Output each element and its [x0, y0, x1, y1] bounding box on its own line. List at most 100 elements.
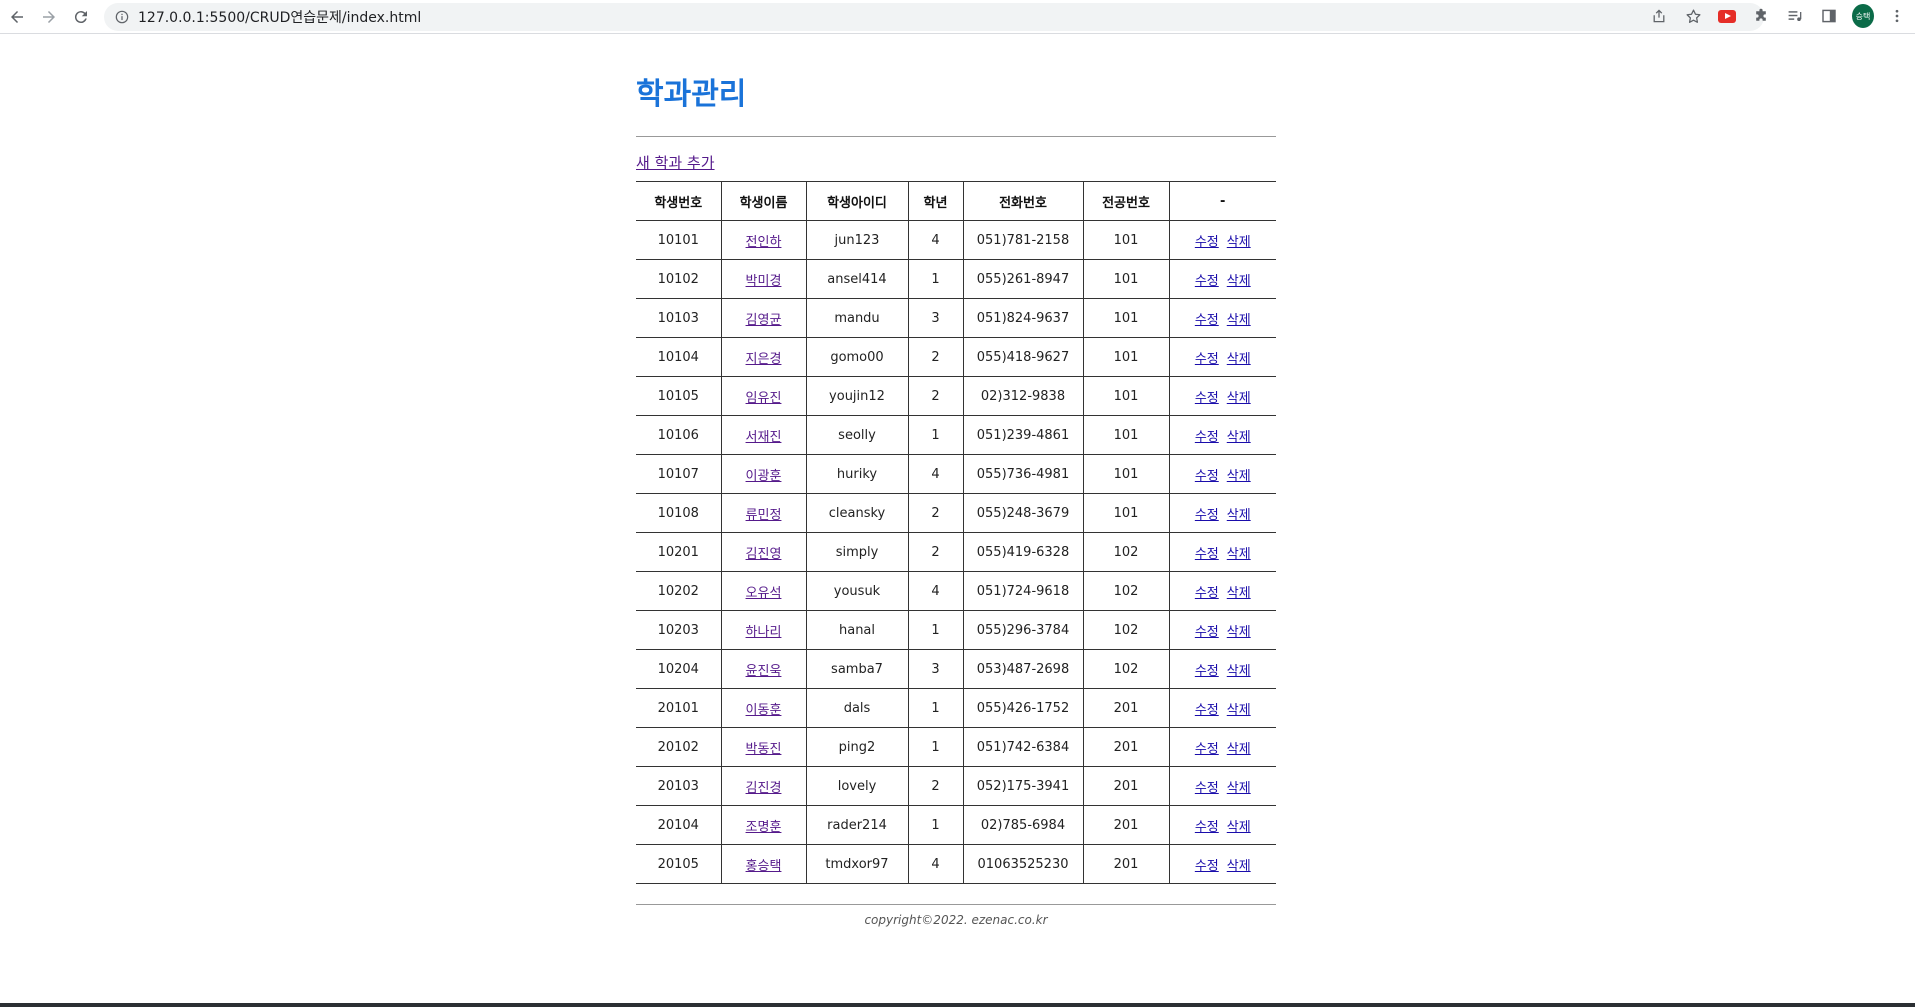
- delete-link[interactable]: 삭제: [1226, 546, 1251, 562]
- student-name-link[interactable]: 이광훈: [745, 468, 782, 484]
- actions-cell: 수정 삭제: [1168, 649, 1276, 689]
- student-name-cell: 하나리: [720, 610, 806, 650]
- student-name-link[interactable]: 김진경: [745, 780, 782, 796]
- grade-cell: 2: [907, 532, 963, 572]
- delete-link[interactable]: 삭제: [1226, 819, 1251, 835]
- delete-link[interactable]: 삭제: [1226, 273, 1251, 289]
- student-name-link[interactable]: 서재진: [745, 429, 782, 445]
- student-name-link[interactable]: 이동훈: [745, 702, 782, 718]
- delete-link[interactable]: 삭제: [1226, 741, 1251, 757]
- reload-icon[interactable]: [66, 2, 96, 32]
- student-name-link[interactable]: 오유석: [745, 585, 782, 601]
- star-icon[interactable]: [1682, 4, 1704, 28]
- phone-cell: 01063525230: [962, 844, 1083, 884]
- student-name-cell: 류민정: [720, 493, 806, 533]
- major-number-cell: 101: [1082, 220, 1169, 260]
- edit-link[interactable]: 수정: [1194, 312, 1219, 328]
- delete-link[interactable]: 삭제: [1226, 702, 1251, 718]
- student-id-cell: tmdxor97: [805, 844, 908, 884]
- student-id-cell: ping2: [805, 727, 908, 767]
- toolbar-actions: 승택: [1648, 4, 1908, 28]
- student-number-cell: 10104: [636, 337, 721, 377]
- back-arrow-icon[interactable]: [2, 2, 32, 32]
- actions-cell: 수정 삭제: [1168, 454, 1276, 494]
- delete-link[interactable]: 삭제: [1226, 351, 1251, 367]
- actions-cell: 수정 삭제: [1168, 532, 1276, 572]
- student-name-link[interactable]: 김진영: [745, 546, 782, 562]
- delete-link[interactable]: 삭제: [1226, 429, 1251, 445]
- student-number-cell: 20104: [636, 805, 721, 845]
- info-icon[interactable]: [114, 9, 130, 25]
- avatar[interactable]: 승택: [1852, 4, 1874, 28]
- phone-cell: 055)419-6328: [962, 532, 1083, 572]
- grade-cell: 3: [907, 298, 963, 338]
- edit-link[interactable]: 수정: [1194, 819, 1219, 835]
- delete-link[interactable]: 삭제: [1226, 624, 1251, 640]
- edit-link[interactable]: 수정: [1194, 663, 1219, 679]
- edit-link[interactable]: 수정: [1194, 624, 1219, 640]
- student-name-cell: 이광훈: [720, 454, 806, 494]
- delete-link[interactable]: 삭제: [1226, 663, 1251, 679]
- edit-link[interactable]: 수정: [1194, 507, 1219, 523]
- forward-arrow-icon[interactable]: [34, 2, 64, 32]
- media-list-icon[interactable]: [1784, 4, 1806, 28]
- delete-link[interactable]: 삭제: [1226, 234, 1251, 250]
- delete-link[interactable]: 삭제: [1226, 507, 1251, 523]
- table-row: 10202 오유석 yousuk 4 051)724-9618 102 수정 삭제: [636, 571, 1276, 611]
- student-name-cell: 윤진욱: [720, 649, 806, 689]
- delete-link[interactable]: 삭제: [1226, 312, 1251, 328]
- edit-link[interactable]: 수정: [1194, 780, 1219, 796]
- student-id-cell: simply: [805, 532, 908, 572]
- major-number-cell: 102: [1082, 571, 1169, 611]
- delete-link[interactable]: 삭제: [1226, 780, 1251, 796]
- kebab-menu-icon[interactable]: [1886, 4, 1908, 28]
- edit-link[interactable]: 수정: [1194, 273, 1219, 289]
- student-name-link[interactable]: 조명훈: [745, 819, 782, 835]
- taskbar-edge: [0, 1003, 1915, 1007]
- student-name-link[interactable]: 지은경: [745, 351, 782, 367]
- student-name-link[interactable]: 윤진욱: [745, 663, 782, 679]
- address-bar[interactable]: 127.0.0.1:5500/CRUD연습문제/index.html: [104, 3, 1764, 31]
- student-name-link[interactable]: 하나리: [745, 624, 782, 640]
- delete-link[interactable]: 삭제: [1226, 585, 1251, 601]
- share-icon[interactable]: [1648, 4, 1670, 28]
- student-name-link[interactable]: 박동진: [745, 741, 782, 757]
- major-number-cell: 101: [1082, 298, 1169, 338]
- edit-link[interactable]: 수정: [1194, 429, 1219, 445]
- puzzle-icon[interactable]: [1750, 4, 1772, 28]
- grade-cell: 1: [907, 727, 963, 767]
- actions-cell: 수정 삭제: [1168, 805, 1276, 845]
- edit-link[interactable]: 수정: [1194, 351, 1219, 367]
- browser-toolbar: 127.0.0.1:5500/CRUD연습문제/index.html 승택: [0, 0, 1915, 34]
- table-row: 10204 윤진욱 samba7 3 053)487-2698 102 수정 삭제: [636, 649, 1276, 689]
- student-name-link[interactable]: 전인하: [745, 234, 782, 250]
- add-department-link[interactable]: 새 학과 추가: [636, 154, 715, 172]
- delete-link[interactable]: 삭제: [1226, 858, 1251, 874]
- student-id-cell: ansel414: [805, 259, 908, 299]
- youtube-extension-icon[interactable]: [1716, 4, 1738, 28]
- edit-link[interactable]: 수정: [1194, 390, 1219, 406]
- edit-link[interactable]: 수정: [1194, 546, 1219, 562]
- student-name-link[interactable]: 홍승택: [745, 858, 782, 874]
- edit-link[interactable]: 수정: [1194, 234, 1219, 250]
- edit-link[interactable]: 수정: [1194, 741, 1219, 757]
- url-text: 127.0.0.1:5500/CRUD연습문제/index.html: [138, 10, 422, 26]
- delete-link[interactable]: 삭제: [1226, 468, 1251, 484]
- student-id-cell: samba7: [805, 649, 908, 689]
- student-name-cell: 오유석: [720, 571, 806, 611]
- delete-link[interactable]: 삭제: [1226, 390, 1251, 406]
- student-number-cell: 10203: [636, 610, 721, 650]
- student-name-link[interactable]: 박미경: [745, 273, 782, 289]
- edit-link[interactable]: 수정: [1194, 585, 1219, 601]
- edit-link[interactable]: 수정: [1194, 468, 1219, 484]
- student-name-link[interactable]: 류민정: [745, 507, 782, 523]
- table-header-row: 학생번호 학생이름 학생아이디 학년 전화번호 전공번호 -: [636, 181, 1276, 221]
- student-name-link[interactable]: 임유진: [745, 390, 782, 406]
- table-row: 10102 박미경 ansel414 1 055)261-8947 101 수정 삭제: [636, 259, 1276, 299]
- grade-cell: 2: [907, 766, 963, 806]
- student-name-link[interactable]: 김영균: [745, 312, 782, 328]
- edit-link[interactable]: 수정: [1194, 702, 1219, 718]
- grade-cell: 4: [907, 454, 963, 494]
- side-panel-icon[interactable]: [1818, 4, 1840, 28]
- edit-link[interactable]: 수정: [1194, 858, 1219, 874]
